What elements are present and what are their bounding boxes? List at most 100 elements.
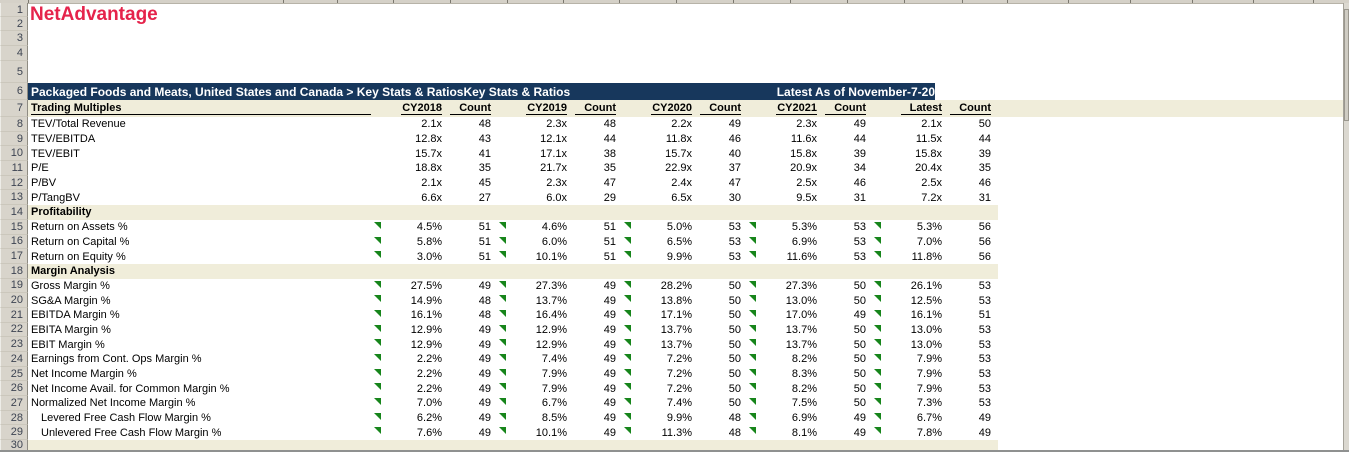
cell-value[interactable]: 8.5% — [498, 411, 574, 426]
cell-count[interactable]: 49 — [478, 426, 491, 439]
row-header[interactable]: 24 — [0, 352, 28, 367]
cell-value[interactable]: 16.4% — [498, 308, 574, 323]
row-header[interactable]: 28 — [0, 410, 28, 426]
cell-count[interactable]: 49 — [478, 368, 491, 381]
column-header-period[interactable]: CY2021 — [748, 100, 824, 117]
cell-count[interactable]: 49 — [853, 118, 866, 131]
cell-count[interactable]: 56 — [978, 250, 991, 263]
cell-count[interactable]: 49 — [853, 426, 866, 439]
cell-count[interactable]: 49 — [728, 118, 741, 131]
cell-value[interactable]: 13.7% — [498, 293, 574, 308]
cell-value[interactable]: 13.0% — [873, 323, 949, 338]
cell-value[interactable]: 2.3x — [748, 117, 824, 132]
cell-count[interactable]: 49 — [603, 294, 616, 307]
cell-row-label[interactable]: Gross Margin % — [31, 279, 110, 292]
cell-count[interactable]: 50 — [728, 368, 741, 381]
cell-count[interactable]: 50 — [728, 323, 741, 336]
cell-count[interactable]: 48 — [478, 118, 491, 131]
cell-value[interactable]: 7.4% — [623, 396, 699, 411]
cell-value[interactable]: 7.9% — [873, 381, 949, 396]
cell-count[interactable]: 27 — [478, 191, 491, 204]
cell-value[interactable]: 12.9% — [498, 337, 574, 352]
cell-value[interactable]: 7.8% — [873, 425, 949, 440]
cell-value[interactable]: 17.0% — [748, 308, 824, 323]
cell-count[interactable]: 50 — [978, 118, 991, 131]
cell-value[interactable]: 11.3% — [623, 425, 699, 440]
cell-count[interactable]: 50 — [853, 382, 866, 395]
cell-count[interactable]: 49 — [603, 323, 616, 336]
cell-count[interactable]: 49 — [478, 382, 491, 395]
cell-value[interactable]: 6.5% — [623, 235, 699, 250]
cell-value[interactable]: 9.5x — [748, 190, 824, 205]
cell-count[interactable]: 51 — [478, 221, 491, 234]
cell-value[interactable]: 7.9% — [498, 381, 574, 396]
section-header[interactable]: Profitability — [28, 205, 998, 220]
cell-count[interactable]: 53 — [853, 235, 866, 248]
column-header-period[interactable]: CY2020 — [623, 100, 699, 117]
cell-count[interactable]: 48 — [728, 412, 741, 425]
section-banner[interactable]: Packaged Foods and Meats, United States … — [28, 83, 935, 100]
cell-count[interactable]: 35 — [978, 162, 991, 175]
cell-count[interactable]: 50 — [728, 294, 741, 307]
cell-count[interactable]: 38 — [603, 147, 616, 160]
cell-value[interactable]: 7.5% — [748, 396, 824, 411]
cell-count[interactable]: 49 — [478, 397, 491, 410]
column-header-period[interactable]: CY2019 — [498, 100, 574, 117]
cell-count[interactable]: 50 — [853, 323, 866, 336]
cell-count[interactable]: 48 — [478, 309, 491, 322]
cell-row-label[interactable]: TEV/EBITDA — [31, 133, 96, 146]
cell-value[interactable]: 21.7x — [498, 161, 574, 176]
cell-row-label[interactable]: Net Income Avail. for Common Margin % — [31, 382, 230, 395]
partial-section-row[interactable] — [28, 440, 998, 452]
cell-row-label[interactable]: EBIT Margin % — [31, 338, 105, 351]
cell-count[interactable]: 50 — [728, 309, 741, 322]
column-header-trading-multiples[interactable]: Trading Multiples — [28, 100, 373, 117]
cell-count[interactable]: 40 — [728, 147, 741, 160]
cell-value[interactable]: 2.5x — [873, 176, 949, 191]
cell-value[interactable]: 10.1% — [498, 425, 574, 440]
row-header[interactable]: 17 — [0, 249, 28, 264]
cell-count[interactable]: 46 — [853, 177, 866, 190]
column-header-count[interactable]: Count — [449, 100, 498, 117]
cell-count[interactable]: 53 — [978, 323, 991, 336]
vertical-scrollbar[interactable] — [1343, 3, 1349, 450]
cell-value[interactable]: 5.3% — [873, 220, 949, 235]
cell-value[interactable]: 6.0% — [498, 235, 574, 250]
cell-count[interactable]: 56 — [978, 235, 991, 248]
cell-row-label[interactable]: Earnings from Cont. Ops Margin % — [31, 353, 202, 366]
cell-row-label[interactable]: TEV/Total Revenue — [31, 118, 126, 131]
cell-row-label[interactable]: EBITDA Margin % — [31, 309, 120, 322]
cell-value[interactable]: 2.2% — [373, 352, 449, 367]
cell-value[interactable]: 26.1% — [873, 279, 949, 294]
cell-value[interactable]: 11.6% — [748, 249, 824, 264]
cell-row-label[interactable]: Return on Equity % — [31, 250, 126, 263]
cell-count[interactable]: 53 — [853, 221, 866, 234]
cell-value[interactable]: 13.7% — [623, 337, 699, 352]
cell-count[interactable]: 49 — [978, 412, 991, 425]
cell-value[interactable]: 7.2% — [623, 381, 699, 396]
cell-value[interactable]: 13.0% — [873, 337, 949, 352]
cell-count[interactable]: 50 — [728, 397, 741, 410]
row-header[interactable]: 25 — [0, 366, 28, 382]
scrollbar-thumb[interactable] — [1344, 9, 1349, 121]
cell-value[interactable]: 7.2% — [623, 367, 699, 382]
cell-value[interactable]: 15.7x — [623, 146, 699, 161]
row-header[interactable]: 27 — [0, 396, 28, 411]
cell-value[interactable]: 7.9% — [873, 352, 949, 367]
cell-count[interactable]: 49 — [603, 426, 616, 439]
cell-count[interactable]: 49 — [478, 338, 491, 351]
cell-count[interactable]: 35 — [478, 162, 491, 175]
cell-value[interactable]: 11.8% — [873, 249, 949, 264]
cell-value[interactable]: 20.9x — [748, 161, 824, 176]
cell-value[interactable]: 6.6x — [373, 190, 449, 205]
cell-row-label[interactable]: EBITA Margin % — [31, 323, 111, 336]
row-header[interactable]: 10 — [0, 146, 28, 162]
cell-value[interactable]: 13.0% — [748, 293, 824, 308]
cell-value[interactable]: 14.9% — [373, 293, 449, 308]
cell-value[interactable]: 7.2x — [873, 190, 949, 205]
cell-value[interactable]: 10.1% — [498, 249, 574, 264]
cell-count[interactable]: 44 — [978, 133, 991, 146]
cell-value[interactable]: 7.9% — [873, 367, 949, 382]
cell-row-label[interactable]: TEV/EBIT — [31, 147, 80, 160]
cell-row-label[interactable]: SG&A Margin % — [31, 294, 111, 307]
